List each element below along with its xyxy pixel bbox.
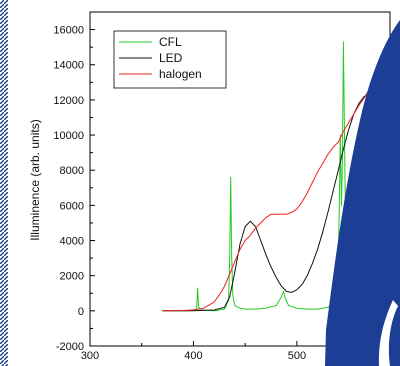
- x-tick-label: 400: [184, 350, 202, 362]
- y-tick-label: -2000: [56, 341, 84, 353]
- series-line-halogen: [162, 83, 390, 312]
- y-axis-label: Illuminence (arb. units): [28, 119, 42, 240]
- y-tick-label: 12000: [53, 95, 84, 107]
- x-axis: 300 400 500: [81, 341, 350, 362]
- y-tick-label: 10000: [53, 130, 84, 142]
- decorative-white-curve: [378, 300, 398, 366]
- y-tick-label: 2000: [60, 271, 84, 283]
- y-tick-label: 4000: [60, 236, 84, 248]
- plot-area: [162, 41, 390, 312]
- y-axis: -2000 0 2000 4000 6000 8000 10000 12000 14000 160…: [53, 25, 95, 353]
- x-tick-label: 300: [81, 350, 99, 362]
- left-decorative-border: [0, 0, 8, 366]
- y-tick-label: 6000: [60, 200, 84, 212]
- legend-label-led: LED: [159, 51, 183, 65]
- legend-label-cfl: CFL: [159, 35, 182, 49]
- legend: CFL LED halogen: [113, 30, 227, 89]
- decorative-blue-shape: [325, 20, 400, 366]
- y-tick-label: 0: [78, 306, 84, 318]
- legend-box: [113, 30, 227, 89]
- y-tick-label: 14000: [53, 60, 84, 72]
- y-tick-label: 16000: [53, 25, 84, 37]
- series-line-cfl: [162, 41, 359, 312]
- x-tick-label: 500: [288, 350, 306, 362]
- y-tick-label: 8000: [60, 165, 84, 177]
- legend-label-halogen: halogen: [159, 67, 202, 81]
